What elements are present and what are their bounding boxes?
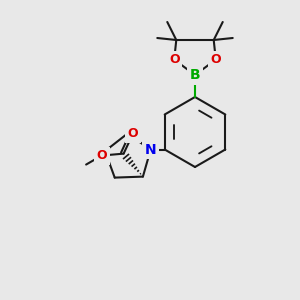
Text: B: B [190,68,200,82]
Text: N: N [145,142,157,157]
Text: O: O [96,149,107,162]
Text: O: O [128,127,138,140]
Text: O: O [169,53,179,66]
Text: O: O [211,53,221,66]
